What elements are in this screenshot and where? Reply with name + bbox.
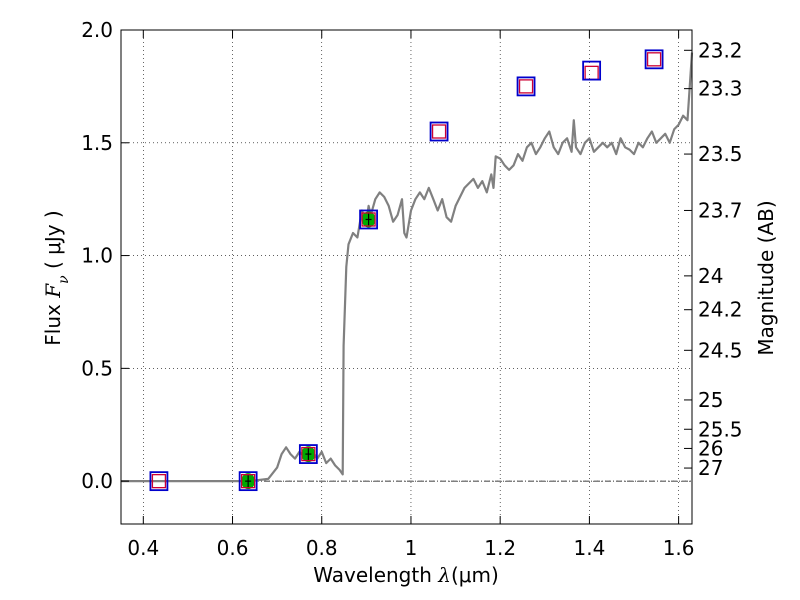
magnitude-axis-label: Magnitude (AB) <box>754 200 778 355</box>
spectrum-line <box>121 52 694 483</box>
y-tick-label: 0.0 <box>81 469 113 493</box>
x-axis-label: Wavelength λ(μm) <box>313 563 499 587</box>
photometry-points <box>149 49 664 492</box>
magnitude-tick-label: 23.3 <box>698 77 743 101</box>
model-flux-square <box>582 60 602 81</box>
x-ticks: 0.4 0.6 0.8 1 1.2 1.4 1.6 <box>127 30 695 560</box>
model-flux-square <box>359 209 378 230</box>
model-flux-square <box>644 49 664 70</box>
y-axis-label-text: Flux <box>41 298 65 346</box>
observed-flux-square <box>240 473 256 489</box>
observed-flux-square <box>584 65 599 81</box>
magnitude-tick-label: 23.7 <box>698 198 743 222</box>
magnitude-tick-label: 25 <box>698 388 723 412</box>
x-axis-label-text: Wavelength <box>313 563 438 587</box>
y-axis-label-sub: ν <box>56 275 72 284</box>
observed-flux-square <box>151 473 167 489</box>
y-axis-label: Flux Fν ( μJy ) <box>41 210 72 345</box>
magnitude-tick-label: 25.5 <box>698 417 743 441</box>
y-tick-label: 2.0 <box>81 18 113 42</box>
observed-flux-square <box>431 124 447 139</box>
plot-frame <box>120 29 693 525</box>
y-axis-label-symbol: F <box>41 283 65 299</box>
magnitude-tick-label: 24.5 <box>698 338 743 362</box>
magnitude-tick-label: 23.5 <box>698 142 743 166</box>
model-spectrum <box>121 52 694 483</box>
model-flux-square <box>298 444 318 464</box>
y-tick-label: 1.5 <box>81 131 113 155</box>
x-axis-label-unit: (μm) <box>451 563 499 587</box>
x-tick-label: 0.6 <box>217 536 249 560</box>
observed-flux-square <box>301 446 316 462</box>
x-tick-label: 0.4 <box>127 536 159 560</box>
model-flux-square <box>238 471 258 492</box>
y-ticks: 0.0 0.5 1.0 1.5 2.0 <box>81 18 129 493</box>
observed-flux-square <box>361 212 376 227</box>
magnitude-tick-label: 24 <box>698 264 723 288</box>
observed-flux-square <box>646 52 662 67</box>
magnitude-tick-label: 23.2 <box>698 38 743 62</box>
grid <box>121 29 692 524</box>
y-tick-label: 1.0 <box>81 244 113 268</box>
model-flux-square <box>429 121 449 142</box>
model-flux-square <box>149 471 169 492</box>
magnitude-tick-label: 24.2 <box>698 298 743 322</box>
x-tick-label: 1.2 <box>484 536 516 560</box>
x-tick-label: 1.6 <box>663 536 695 560</box>
magnitude-tick-label: 26 <box>698 436 723 460</box>
x-tick-label: 1 <box>405 536 418 560</box>
y-axis-label-unit: ( μJy ) <box>41 210 65 275</box>
magnitude-tick-label: 27 <box>698 456 723 480</box>
x-tick-label: 0.8 <box>306 536 338 560</box>
y-tick-label: 0.5 <box>81 356 113 380</box>
observed-flux-square <box>518 79 534 94</box>
x-axis-label-symbol: λ <box>437 563 451 587</box>
x-tick-label: 1.4 <box>573 536 605 560</box>
model-flux-square <box>516 76 536 97</box>
